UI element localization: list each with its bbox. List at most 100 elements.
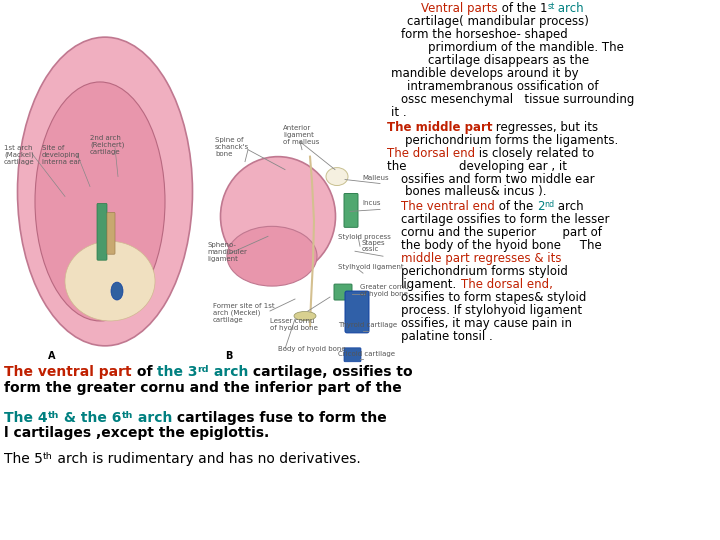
Text: arch: arch — [554, 2, 584, 15]
Text: process. If stylohyoid ligament: process. If stylohyoid ligament — [401, 304, 582, 317]
Text: Stylhyoid ligament: Stylhyoid ligament — [338, 264, 404, 270]
Text: Thyroid cartilage: Thyroid cartilage — [338, 322, 397, 328]
Text: ligament: ligament — [283, 132, 314, 138]
Text: middle part regresses & its: middle part regresses & its — [401, 252, 562, 265]
Text: (Mackel): (Mackel) — [4, 152, 34, 158]
Text: 2nd arch: 2nd arch — [90, 134, 121, 141]
Text: Ventral parts: Ventral parts — [421, 2, 498, 15]
Text: Incus: Incus — [362, 200, 380, 206]
Text: The 5: The 5 — [4, 453, 43, 467]
Text: cornu and the superior       part of: cornu and the superior part of — [401, 226, 602, 239]
Text: of hyoid bone: of hyoid bone — [270, 325, 318, 331]
Ellipse shape — [35, 82, 165, 321]
Ellipse shape — [111, 282, 123, 300]
FancyBboxPatch shape — [334, 284, 352, 300]
Text: nd: nd — [544, 200, 554, 209]
Text: form the horseshoe- shaped: form the horseshoe- shaped — [401, 28, 568, 41]
Text: th: th — [48, 410, 59, 420]
Text: l cartilages ,except the epiglottis.: l cartilages ,except the epiglottis. — [4, 427, 269, 441]
Text: of the 1: of the 1 — [498, 2, 547, 15]
Text: ossifies and form two middle ear: ossifies and form two middle ear — [401, 172, 595, 186]
Text: intramembranous ossification of: intramembranous ossification of — [407, 80, 598, 93]
Text: mandible develops around it by: mandible develops around it by — [391, 67, 579, 80]
FancyBboxPatch shape — [107, 212, 115, 254]
Text: cartilages fuse to form the: cartilages fuse to form the — [172, 410, 387, 424]
Text: Greater cornu: Greater cornu — [360, 284, 409, 290]
Ellipse shape — [220, 157, 336, 276]
FancyBboxPatch shape — [97, 204, 107, 260]
Text: perichondrium forms the ligaments.: perichondrium forms the ligaments. — [405, 134, 618, 147]
Ellipse shape — [227, 226, 317, 286]
Text: arch: arch — [554, 200, 584, 213]
Text: arch: arch — [132, 410, 172, 424]
FancyBboxPatch shape — [344, 348, 361, 362]
Text: The middle part: The middle part — [387, 121, 492, 134]
Text: Stapes: Stapes — [362, 240, 386, 246]
Text: the              developing ear , it: the developing ear , it — [387, 160, 567, 173]
Text: Anterior: Anterior — [283, 125, 311, 131]
Text: form the greater cornu and the inferior part of the: form the greater cornu and the inferior … — [4, 381, 402, 395]
Text: 1st arch: 1st arch — [4, 145, 32, 151]
Text: perichondrium forms styloid: perichondrium forms styloid — [401, 265, 568, 278]
Text: primordium of the mandible. The: primordium of the mandible. The — [428, 41, 624, 54]
Text: ligament: ligament — [207, 256, 238, 262]
Ellipse shape — [326, 167, 348, 186]
Text: cartilage: cartilage — [213, 317, 243, 323]
Text: cartilage disappears as the: cartilage disappears as the — [428, 54, 589, 67]
Text: Former site of 1st: Former site of 1st — [213, 303, 274, 309]
Text: Spheno-: Spheno- — [207, 242, 236, 248]
Text: of: of — [132, 364, 157, 379]
Text: arch (Meckel): arch (Meckel) — [213, 310, 261, 316]
Text: cartilage: cartilage — [90, 148, 121, 154]
Text: Malleus: Malleus — [362, 174, 389, 180]
Text: of the: of the — [495, 200, 537, 213]
Text: it .: it . — [391, 106, 407, 119]
Text: cartilage: cartilage — [4, 159, 35, 165]
Text: of hyoid bone: of hyoid bone — [360, 291, 408, 297]
Ellipse shape — [17, 37, 192, 346]
Text: ossifies to form stapes& styloid: ossifies to form stapes& styloid — [401, 291, 586, 304]
Text: bones malleus& incus ).: bones malleus& incus ). — [405, 185, 546, 199]
Text: Spine of: Spine of — [215, 137, 243, 143]
Ellipse shape — [65, 241, 155, 321]
Text: mandibuler: mandibuler — [207, 249, 247, 255]
Text: Body of hyoid bone: Body of hyoid bone — [278, 346, 346, 352]
Text: interna ear: interna ear — [42, 159, 81, 165]
FancyBboxPatch shape — [345, 291, 369, 333]
Text: regresses, but its: regresses, but its — [492, 121, 598, 134]
Text: rd: rd — [197, 364, 209, 374]
Text: The 4: The 4 — [4, 410, 48, 424]
Text: 2: 2 — [537, 200, 544, 213]
Text: ossifies, it may cause pain in: ossifies, it may cause pain in — [401, 317, 572, 330]
Text: cartilage ossifies to form the lesser: cartilage ossifies to form the lesser — [401, 213, 610, 226]
Text: A: A — [48, 351, 55, 361]
Text: The dorsal end: The dorsal end — [387, 147, 475, 160]
Text: the body of the hyoid bone     The: the body of the hyoid bone The — [401, 239, 602, 252]
Text: arch is rudimentary and has no derivatives.: arch is rudimentary and has no derivativ… — [53, 453, 361, 467]
Text: cartilage( mandibular process): cartilage( mandibular process) — [407, 15, 589, 28]
Text: Cricoid cartilage: Cricoid cartilage — [338, 351, 395, 357]
Text: Styloid process: Styloid process — [338, 234, 391, 240]
Text: th: th — [122, 410, 132, 420]
Text: schanck's: schanck's — [215, 144, 249, 150]
Text: The ventral end: The ventral end — [401, 200, 495, 213]
Text: of malleus: of malleus — [283, 139, 320, 145]
Text: the 3: the 3 — [157, 364, 197, 379]
Text: Lesser cornu: Lesser cornu — [270, 318, 315, 324]
Text: The ventral part: The ventral part — [4, 364, 132, 379]
Ellipse shape — [294, 312, 316, 320]
Text: & the 6: & the 6 — [59, 410, 122, 424]
Text: ossic: ossic — [362, 246, 379, 252]
Text: st: st — [547, 2, 554, 11]
Text: arch: arch — [209, 364, 248, 379]
Text: is closely related to: is closely related to — [475, 147, 594, 160]
FancyBboxPatch shape — [344, 193, 358, 227]
Text: cartilage, ossifies to: cartilage, ossifies to — [248, 364, 413, 379]
Text: th: th — [43, 453, 53, 461]
Text: B: B — [225, 351, 233, 361]
Text: developing: developing — [42, 152, 81, 158]
Text: ossc mesenchymal   tissue surrounding: ossc mesenchymal tissue surrounding — [401, 93, 634, 106]
Text: (Reichert): (Reichert) — [90, 141, 125, 148]
Text: palatine tonsil .: palatine tonsil . — [401, 330, 492, 343]
Text: ligament.: ligament. — [401, 278, 457, 291]
